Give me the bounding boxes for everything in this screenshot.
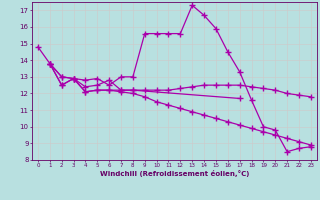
X-axis label: Windchill (Refroidissement éolien,°C): Windchill (Refroidissement éolien,°C) — [100, 170, 249, 177]
